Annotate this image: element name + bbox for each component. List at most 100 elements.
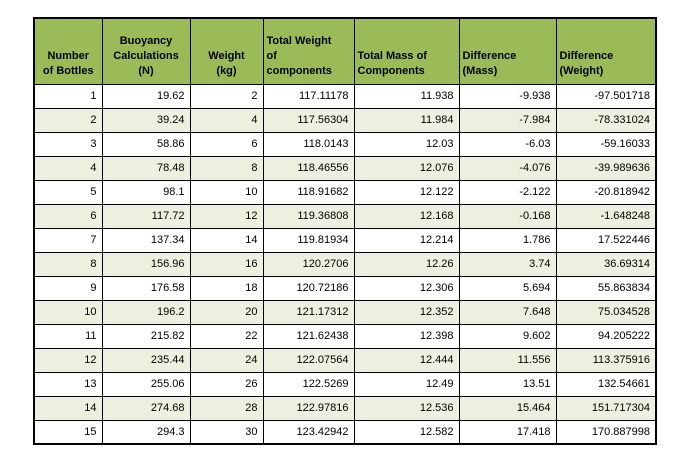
table-cell: -0.168: [458, 203, 557, 229]
table-cell: 4: [33, 155, 103, 181]
table-cell: 119.36808: [262, 203, 355, 229]
table-cell: -4.076: [458, 155, 557, 181]
table-row: 2 39.24 4 117.56304 11.984 -7.984 -78.331024: [33, 107, 657, 133]
table-cell: 117.56304: [262, 107, 355, 133]
table-cell: 94.205222: [555, 323, 657, 349]
table-cell: 120.72186: [262, 275, 355, 301]
table-cell: 12.306: [353, 275, 460, 301]
table-row: 14 274.68 28 122.97816 12.536 15.464 151.71730…: [33, 395, 657, 421]
table-cell: 122.5269: [262, 371, 355, 397]
table-cell: 9.602: [458, 323, 557, 349]
table-cell: 18: [189, 275, 264, 301]
table-cell: 122.07564: [262, 347, 355, 373]
table-cell: 30: [189, 419, 264, 445]
table-cell: 20: [189, 299, 264, 325]
table-cell: 120.2706: [262, 251, 355, 277]
table-cell: 11.556: [458, 347, 557, 373]
table-cell: 151.717304: [555, 395, 657, 421]
table-row: 3 58.86 6 118.0143 12.03 -6.03 -59.16033: [33, 131, 657, 157]
table-body: 1 19.62 2 117.11178 11.938 -9.938 -97.501718 2 3…: [33, 83, 657, 445]
table-cell: 55.863834: [555, 275, 657, 301]
table-row: 4 78.48 8 118.46556 12.076 -4.076 -39.989636: [33, 155, 657, 181]
table-cell: 235.44: [101, 347, 191, 373]
table-cell: 12.582: [353, 419, 460, 445]
column-header: Total Mass of Components: [353, 17, 460, 85]
table-cell: 12.168: [353, 203, 460, 229]
table-cell: 17.522446: [555, 227, 657, 253]
table-cell: -39.989636: [555, 155, 657, 181]
table-cell: 137.34: [101, 227, 191, 253]
table-row: 8 156.96 16 120.2706 12.26 3.74 36.69314: [33, 251, 657, 277]
table-cell: -2.122: [458, 179, 557, 205]
table-cell: -20.818942: [555, 179, 657, 205]
table-cell: 122.97816: [262, 395, 355, 421]
table-cell: 12.398: [353, 323, 460, 349]
table-cell: 8: [33, 251, 103, 277]
table-cell: 196.2: [101, 299, 191, 325]
table-cell: 13.51: [458, 371, 557, 397]
table-cell: -7.984: [458, 107, 557, 133]
table-cell: -1.648248: [555, 203, 657, 229]
table-cell: 26: [189, 371, 264, 397]
table-cell: 98.1: [101, 179, 191, 205]
table-row: 12 235.44 24 122.07564 12.444 11.556 113.37591…: [33, 347, 657, 373]
table-cell: 176.58: [101, 275, 191, 301]
table-cell: 10: [189, 179, 264, 205]
table-row: 10 196.2 20 121.17312 12.352 7.648 75.034528: [33, 299, 657, 325]
table-cell: 3.74: [458, 251, 557, 277]
table-cell: 215.82: [101, 323, 191, 349]
table-cell: 117.11178: [262, 83, 355, 109]
table-cell: -9.938: [458, 83, 557, 109]
spreadsheet-table-region: Number of Bottles Buoyancy Calculations (…: [33, 17, 657, 445]
table-cell: 58.86: [101, 131, 191, 157]
table-cell: 3: [33, 131, 103, 157]
table-header: Number of Bottles Buoyancy Calculations (…: [33, 17, 657, 85]
table-row: 9 176.58 18 120.72186 12.306 5.694 55.863834: [33, 275, 657, 301]
table-cell: 113.375916: [555, 347, 657, 373]
table-cell: 1: [33, 83, 103, 109]
table-cell: 17.418: [458, 419, 557, 445]
column-header: Total Weight of components: [262, 17, 355, 85]
table-cell: 12.26: [353, 251, 460, 277]
table-cell: 10: [33, 299, 103, 325]
table-cell: 6: [189, 131, 264, 157]
table-cell: 24: [189, 347, 264, 373]
column-header: Number of Bottles: [33, 17, 103, 85]
column-header: Difference (Weight): [555, 17, 657, 85]
table-cell: 117.72: [101, 203, 191, 229]
table-row: 13 255.06 26 122.5269 12.49 13.51 132.54661: [33, 371, 657, 397]
table-cell: 14: [33, 395, 103, 421]
table-cell: 14: [189, 227, 264, 253]
table-cell: 13: [33, 371, 103, 397]
column-header: Difference (Mass): [458, 17, 557, 85]
table-cell: 12: [33, 347, 103, 373]
table-cell: 121.17312: [262, 299, 355, 325]
table-cell: 12.076: [353, 155, 460, 181]
table-cell: 12.444: [353, 347, 460, 373]
table-cell: -78.331024: [555, 107, 657, 133]
table-row: 11 215.82 22 121.62438 12.398 9.602 94.205222: [33, 323, 657, 349]
table-cell: 11.984: [353, 107, 460, 133]
table-cell: 5: [33, 179, 103, 205]
table-cell: 15.464: [458, 395, 557, 421]
table-cell: 22: [189, 323, 264, 349]
table-row: 6 117.72 12 119.36808 12.168 -0.168 -1.648248: [33, 203, 657, 229]
table-cell: 255.06: [101, 371, 191, 397]
table-cell: 5.694: [458, 275, 557, 301]
table-cell: 294.3: [101, 419, 191, 445]
table-cell: -59.16033: [555, 131, 657, 157]
table-cell: 2: [189, 83, 264, 109]
table-cell: 170.887998: [555, 419, 657, 445]
table-cell: 12.49: [353, 371, 460, 397]
header-row: Number of Bottles Buoyancy Calculations (…: [33, 17, 657, 85]
table-cell: 19.62: [101, 83, 191, 109]
table-cell: 123.42942: [262, 419, 355, 445]
table-cell: 12.214: [353, 227, 460, 253]
table-cell: 156.96: [101, 251, 191, 277]
table-cell: 12.03: [353, 131, 460, 157]
table-row: 15 294.3 30 123.42942 12.582 17.418 170.887998: [33, 419, 657, 445]
table-cell: 75.034528: [555, 299, 657, 325]
table-cell: 6: [33, 203, 103, 229]
table-cell: 274.68: [101, 395, 191, 421]
table-cell: 9: [33, 275, 103, 301]
